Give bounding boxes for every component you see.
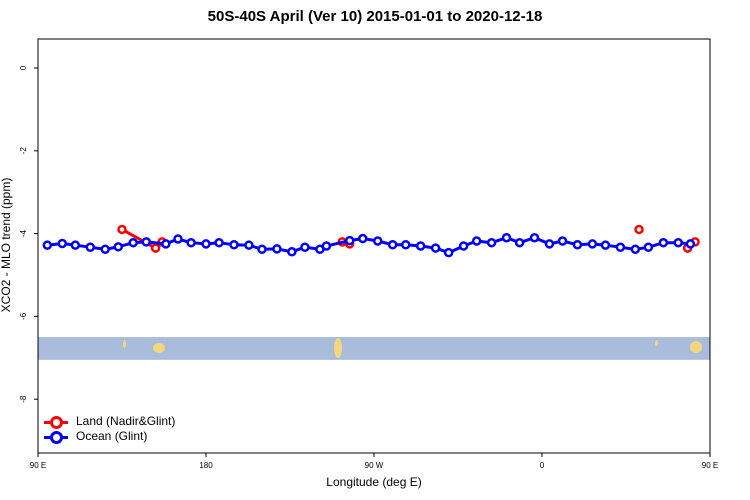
ocean-point (415, 241, 426, 251)
ocean-point (85, 242, 96, 252)
ocean-point (161, 239, 171, 249)
legend-ocean-marker (50, 431, 63, 444)
series-layer (42, 224, 700, 258)
ocean-point (244, 240, 254, 250)
ocean-point (113, 242, 124, 252)
ocean-point (372, 236, 383, 246)
y-tick-label: -6 (19, 312, 28, 320)
ocean-point (458, 241, 469, 251)
ocean-point (70, 240, 81, 250)
x-tick-label: 90 E (702, 461, 718, 470)
ocean-point (685, 239, 696, 249)
axes: 90 E 180 90 W 0 90 E 0 -2 -4 -6 -8 (19, 65, 718, 470)
ocean-point (272, 244, 282, 254)
ocean-point (57, 238, 68, 249)
ocean-point (400, 240, 411, 250)
ocean-point (658, 237, 669, 248)
chart-title: 50S-40S April (Ver 10) 2015-01-01 to 202… (207, 8, 543, 25)
x-tick-label: 90 E (30, 461, 46, 470)
ocean-point (572, 240, 583, 250)
ocean-point (486, 237, 497, 248)
land-point (117, 224, 127, 235)
land-point (634, 224, 644, 235)
land-point (150, 243, 161, 253)
ocean-point (501, 232, 512, 243)
ocean-point (257, 244, 267, 255)
legend-item-ocean: Ocean (Glint) (42, 429, 212, 444)
x-tick-label: 90 W (365, 461, 384, 470)
y-axis-label: XCO2 - MLO trend (ppm) (0, 177, 13, 313)
ocean-point (42, 240, 53, 250)
legend-ocean-label: Ocean (Glint) (76, 429, 148, 443)
ocean-point (201, 239, 211, 249)
ocean-point (358, 233, 368, 244)
ocean-point (141, 237, 152, 247)
ocean-point (443, 247, 454, 258)
ocean-point (529, 232, 540, 243)
land-patch (655, 340, 658, 346)
ocean-point (630, 244, 641, 255)
ocean-point (471, 236, 482, 246)
ocean-point (229, 240, 239, 250)
land-patch (123, 340, 126, 348)
ocean-point (128, 237, 138, 248)
ocean-point (514, 237, 525, 248)
x-tick-label: 0 (540, 461, 545, 470)
legend-item-land: Land (Nadir&Glint) (42, 414, 212, 429)
ocean-point (643, 242, 654, 252)
x-axis-label: Longitude (deg E) (326, 475, 422, 489)
ocean-point (287, 247, 297, 257)
ocean-line (47, 236, 691, 255)
ocean-point (214, 237, 224, 248)
land-patch (153, 343, 165, 353)
y-tick-label: -4 (19, 229, 28, 237)
ocean-point (100, 244, 110, 255)
ocean-point (673, 237, 684, 248)
ocean-band (38, 337, 710, 360)
y-tick-label: -8 (19, 395, 28, 403)
land-ocean-strip (38, 337, 710, 360)
y-tick-label: -2 (19, 147, 28, 155)
x-tick-label: 180 (199, 461, 213, 470)
ocean-point (600, 240, 611, 250)
ocean-point (186, 237, 196, 248)
legend-land-marker (50, 416, 63, 429)
ocean-point (587, 239, 598, 249)
ocean-point (615, 242, 626, 252)
ocean-point (173, 234, 183, 244)
land-patch (690, 341, 702, 353)
ocean-point (344, 235, 355, 246)
ocean-point (387, 240, 398, 250)
legend: Land (Nadir&Glint) Ocean (Glint) (42, 414, 212, 444)
ocean-point (557, 236, 568, 246)
ocean-point (544, 239, 555, 249)
legend-land-label: Land (Nadir&Glint) (76, 414, 176, 428)
y-tick-label: 0 (19, 65, 28, 70)
ocean-point (321, 241, 332, 251)
land-patch (334, 338, 342, 358)
land-line-segment (121, 228, 157, 250)
ocean-point (300, 242, 310, 252)
ocean-point (430, 243, 441, 253)
